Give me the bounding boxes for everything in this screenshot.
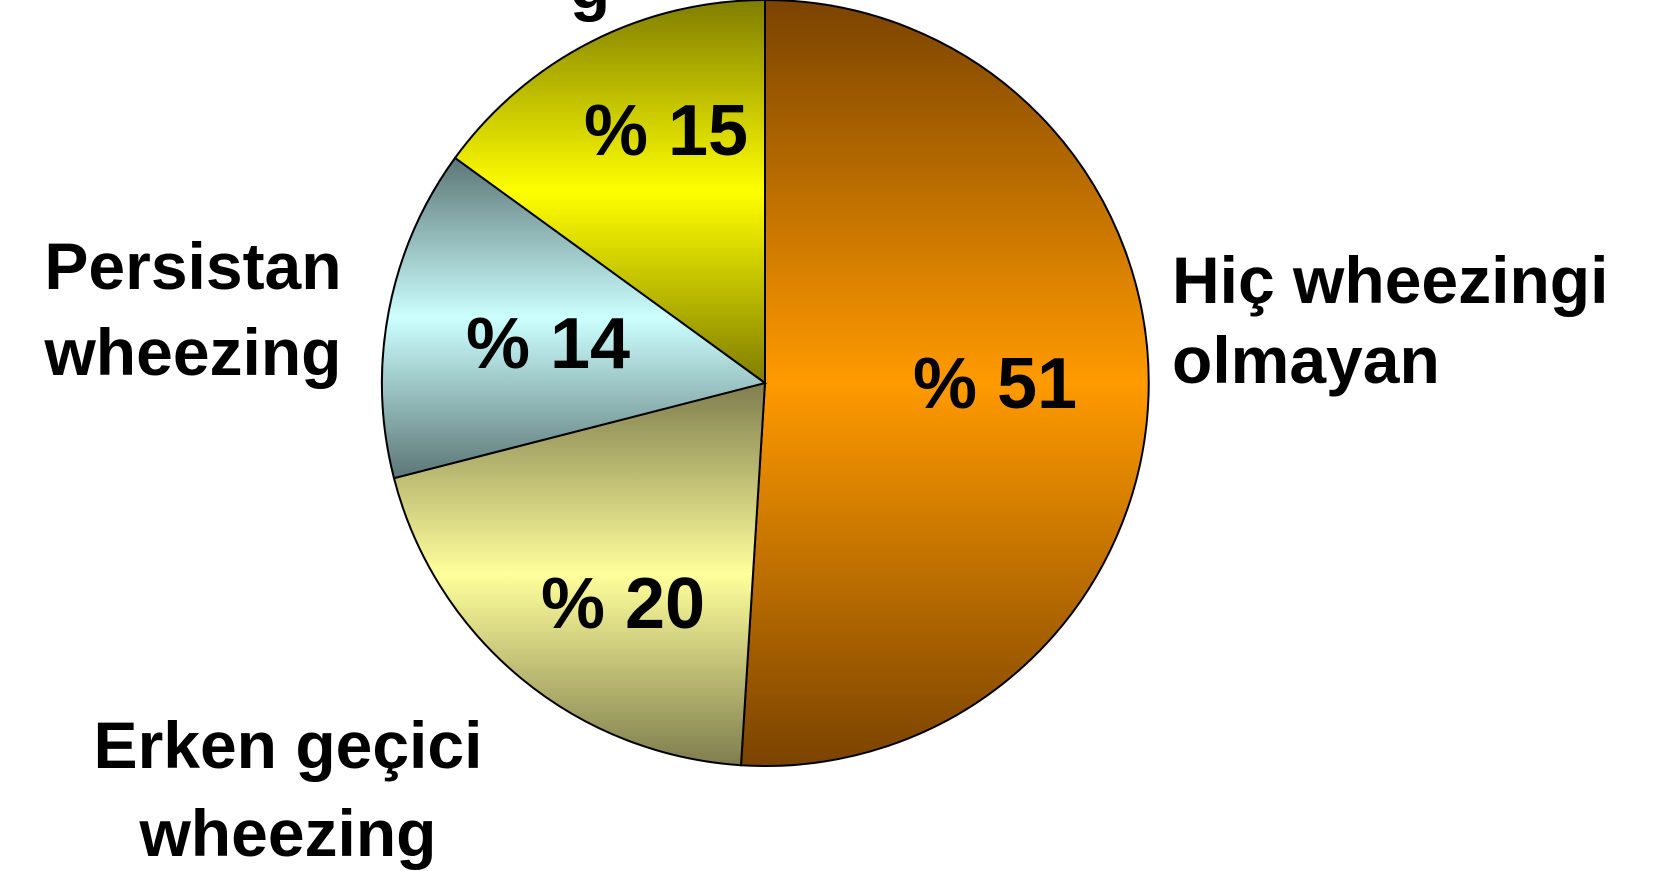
category-label-line: wheezing [43,315,341,389]
category-label-line: wheezing [138,796,436,870]
category-label-line: Erken geçici [94,708,483,782]
pie-slice-persistan-wheezing [380,156,768,480]
category-label-hic-wheezingi-olmayan: Hiç wheezingi olmayan [1172,243,1608,397]
category-label-line: olmayan [1172,323,1440,397]
value-label-hic-wheezingi-olmayan: % 51 [913,344,1077,424]
labels-layer: % 51 Hiç wheezingi olmayan % 20 Erken geçici… [43,0,1608,870]
category-label-persistan-wheezing: Persistan wheezing [43,229,341,389]
value-label-erken-gecici-wheezing: % 20 [541,564,705,644]
category-label-line: Persistan [44,229,341,303]
pie-slice-top-slice [453,0,766,385]
category-label-line: g [570,0,610,22]
category-label-erken-gecici-wheezing: Erken geçici wheezing [94,708,483,870]
value-label-top-slice: % 15 [584,91,748,171]
slices-layer [380,0,1150,767]
pie-slice-hic-wheezingi-olmayan [739,0,1150,767]
category-label-top-slice: g [570,0,610,22]
value-label-persistan-wheezing: % 14 [466,304,630,384]
category-label-line: Hiç wheezingi [1172,243,1608,317]
pie-slice-erken-gecici-wheezing [392,381,767,767]
